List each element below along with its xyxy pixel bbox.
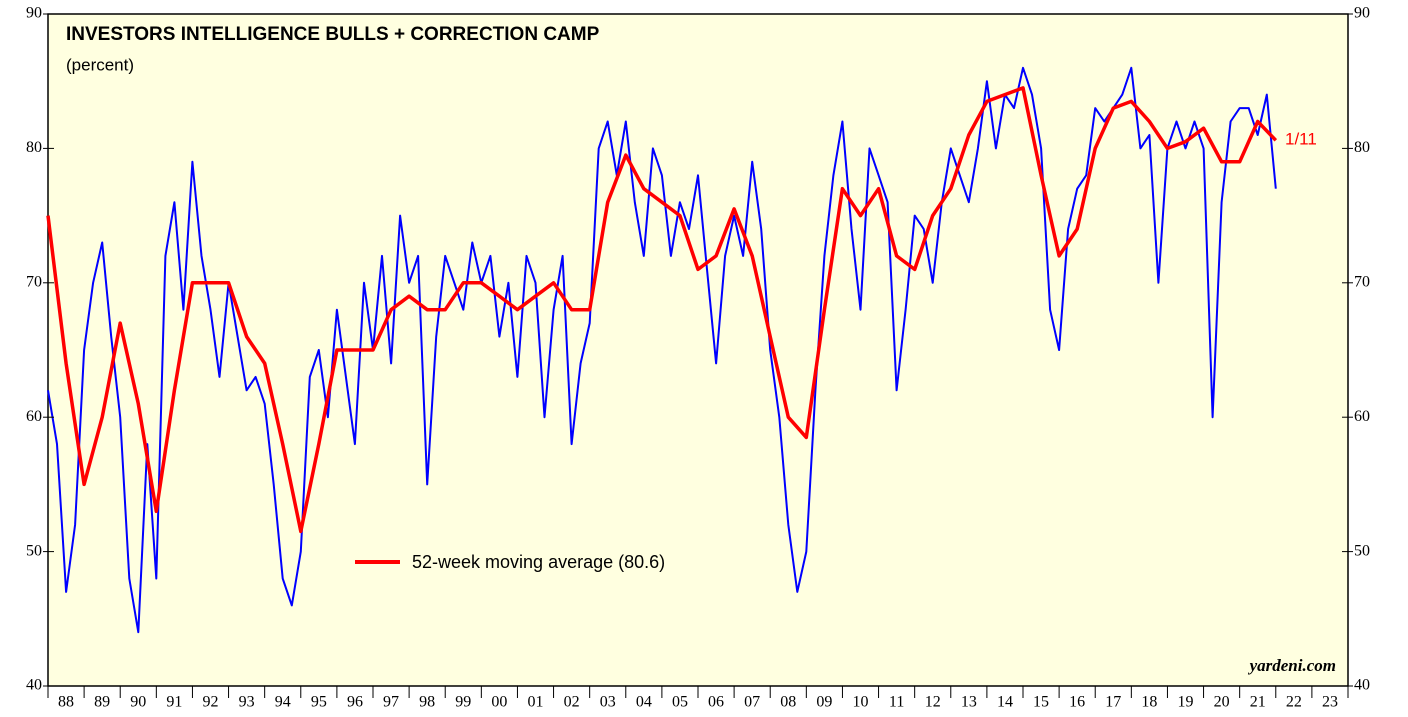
x-tick-label: 14	[997, 694, 1013, 711]
x-tick-label: 23	[1322, 694, 1338, 711]
x-tick-label: 95	[311, 694, 327, 711]
y2-tick-label: 70	[1354, 273, 1370, 290]
x-tick-label: 19	[1178, 694, 1194, 711]
x-tick-label: 02	[564, 694, 580, 711]
y-tick-label: 70	[26, 273, 42, 290]
x-tick-label: 05	[672, 694, 688, 711]
x-tick-label: 89	[94, 694, 110, 711]
x-tick-label: 20	[1214, 694, 1230, 711]
x-tick-label: 09	[816, 694, 832, 711]
x-tick-label: 21	[1250, 694, 1266, 711]
date-annotation: 1/11	[1285, 129, 1317, 148]
marks	[46, 66, 1278, 634]
x-tick-label: 07	[744, 694, 760, 711]
x-tick-label: 15	[1033, 694, 1049, 711]
x-tick-label: 18	[1141, 694, 1157, 711]
x-tick-label: 97	[383, 694, 399, 711]
x-tick-label: 91	[166, 694, 182, 711]
x-tick-label: 11	[889, 694, 904, 711]
x-tick-label: 08	[780, 694, 796, 711]
x-tick-label: 13	[961, 694, 977, 711]
y2-tick-label: 50	[1354, 542, 1370, 559]
x-tick-label: 01	[528, 694, 544, 711]
x-tick-label: 12	[925, 694, 941, 711]
x-tick-label: 04	[636, 694, 652, 711]
y-tick-label: 80	[26, 139, 42, 156]
x-tick-label: 93	[239, 694, 255, 711]
x-tick-label: 88	[58, 694, 74, 711]
y-tick-label: 60	[26, 408, 42, 425]
x-tick-label: 96	[347, 694, 363, 711]
x-tick-label: 22	[1286, 694, 1302, 711]
y2-tick-label: 40	[1354, 677, 1370, 694]
x-tick-label: 03	[600, 694, 616, 711]
y2-tick-label: 80	[1354, 139, 1370, 156]
y2-tick-label: 60	[1354, 408, 1370, 425]
x-tick-label: 92	[203, 694, 219, 711]
chart-subtitle: (percent)	[66, 55, 134, 74]
x-tick-label: 98	[419, 694, 435, 711]
x-tick-label: 16	[1069, 694, 1085, 711]
series-line	[46, 86, 1278, 534]
x-tick-label: 10	[853, 694, 869, 711]
x-tick-label: 90	[130, 694, 146, 711]
y-tick-label: 40	[26, 677, 42, 694]
x-tick-label: 94	[275, 694, 291, 711]
chart-title: INVESTORS INTELLIGENCE BULLS + CORRECTIO…	[66, 24, 600, 45]
y2-tick-label: 90	[1354, 5, 1370, 22]
y-tick-label: 90	[26, 5, 42, 22]
plot-area	[47, 13, 1349, 687]
series-line	[47, 66, 1277, 634]
x-tick-label: 00	[491, 694, 507, 711]
x-tick-label: 06	[708, 694, 724, 711]
source-label: yardeni.com	[1248, 656, 1336, 675]
legend-label: 52-week moving average (80.6)	[412, 552, 665, 572]
x-tick-label: 17	[1105, 694, 1121, 711]
y-tick-label: 50	[26, 542, 42, 559]
x-tick-label: 99	[455, 694, 471, 711]
